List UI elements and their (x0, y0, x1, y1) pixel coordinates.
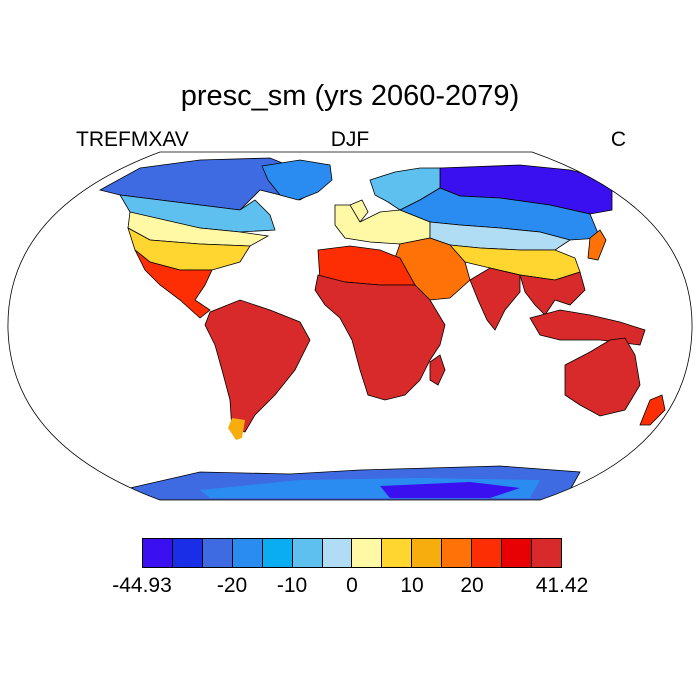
colorbar-box (472, 539, 503, 567)
region-antarctica-cold (380, 482, 520, 498)
region-patagonia (228, 418, 245, 440)
colorbar-box (292, 539, 323, 567)
colorbar-box (172, 539, 203, 567)
region-indonesia (529, 309, 646, 346)
colorbar-box (143, 539, 173, 567)
region-australia (564, 337, 641, 417)
colorbar-box (442, 539, 473, 567)
region-japan (587, 229, 607, 261)
colorbar-tick-label: -10 (276, 574, 308, 597)
units-label: C (610, 128, 626, 151)
colorbar-tick-label: 10 (400, 574, 424, 597)
map-title: presc_sm (yrs 2060-2079) (180, 80, 520, 112)
colorbar-box (531, 539, 561, 567)
colorbar-box (502, 539, 532, 567)
colorbar-labels: -44.93 -20 -10 0 10 20 41.42 (0, 574, 700, 600)
region-new-zealand (639, 394, 666, 426)
colorbar-tick-label: -44.93 (112, 574, 172, 597)
colorbar-box (352, 539, 383, 567)
colorbar-box (382, 539, 413, 567)
globe-outline (7, 151, 693, 501)
colorbar-box (232, 539, 263, 567)
colorbar-box (262, 539, 293, 567)
region-india (469, 267, 521, 331)
colorbar-box (322, 539, 353, 567)
season-label: DJF (330, 128, 370, 151)
colorbar-tick-label: 0 (346, 574, 358, 597)
colorbar (142, 538, 562, 568)
region-africa (314, 274, 446, 401)
region-south-america (204, 299, 311, 433)
region-madagascar (429, 354, 446, 386)
region-mexico-central-america (134, 249, 213, 319)
colorbar-tick-label: 20 (460, 574, 484, 597)
colorbar-box (202, 539, 233, 567)
region-greenland (261, 159, 333, 201)
colorbar-tick-label: -20 (216, 574, 248, 597)
colorbar-box (412, 539, 443, 567)
region-southeast-asia (519, 271, 586, 316)
colorbar-tick-label: 41.42 (535, 574, 589, 597)
variable-label: TREFMXAV (76, 128, 189, 151)
